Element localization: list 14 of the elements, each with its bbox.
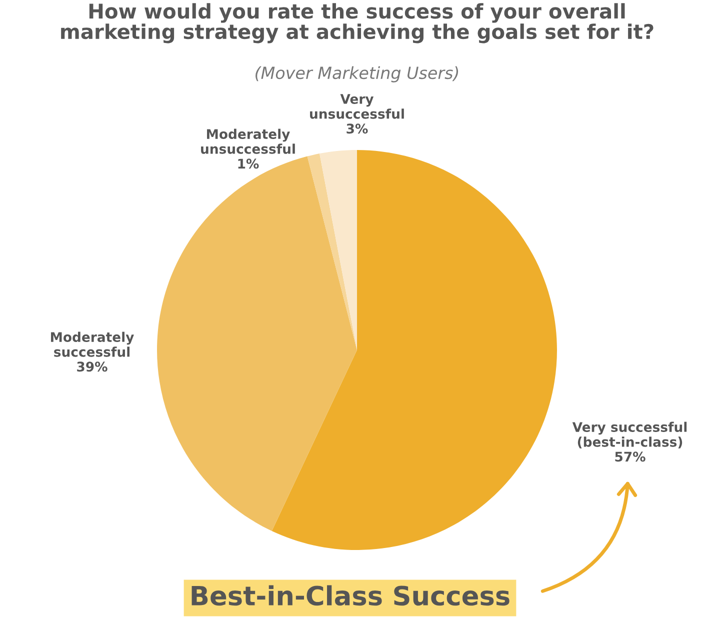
data-label: 57% bbox=[615, 452, 646, 462]
slice-label: Moderately unsuccessful bbox=[201, 128, 295, 154]
chart-title: How would you rate the success of your overall marketing strategy at achieving the goals set for it? bbox=[61, 3, 654, 44]
pie-slice bbox=[320, 150, 357, 350]
chart-subtitle: (Mover Marketing Users) bbox=[256, 66, 458, 82]
slice-label: Very unsuccessful bbox=[310, 94, 404, 119]
data-label: 3% bbox=[346, 124, 368, 134]
pie-slice bbox=[157, 156, 357, 531]
slice-label: Moderately successful bbox=[51, 332, 134, 357]
text: Best-in-Class Success bbox=[192, 585, 510, 606]
data-label: 1% bbox=[238, 158, 259, 169]
data-label: 39% bbox=[77, 362, 108, 372]
pie-slice bbox=[307, 154, 357, 350]
slice-label: Very successful (best-in-class) bbox=[572, 422, 687, 448]
